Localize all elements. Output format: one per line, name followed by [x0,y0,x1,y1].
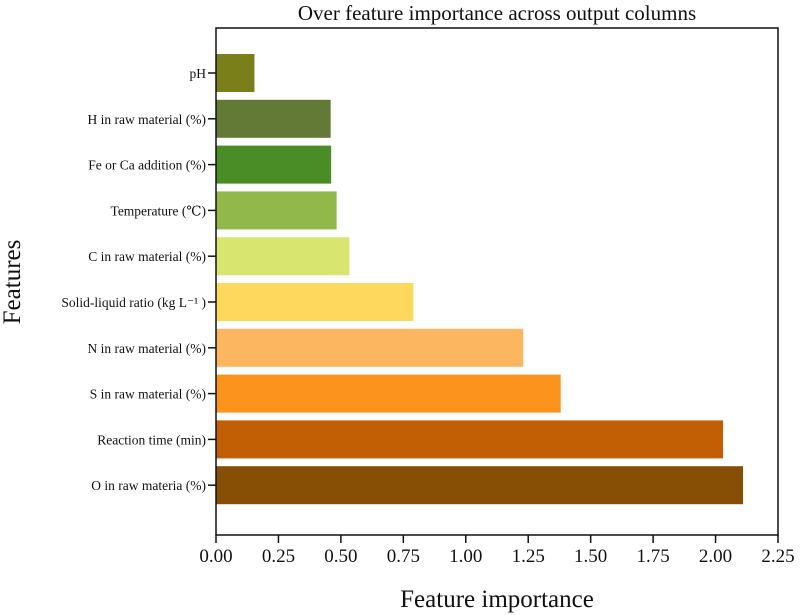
y-tick-label: Solid-liquid ratio (kg L⁻¹ ) [61,295,206,310]
y-tick-label: N in raw material (%) [88,341,206,356]
x-tick-label: 1.00 [449,546,482,567]
bar [216,237,350,276]
y-tick-label: Temperature (℃) [111,203,206,218]
y-tick-label: S in raw material (%) [90,387,206,402]
plot-frame [215,27,779,536]
y-tick-label: Reaction time (min) [97,432,206,447]
bar [216,420,724,459]
y-axis-label: Features [0,240,26,325]
y-tick-label: O in raw materia (%) [91,478,206,493]
bar [216,283,414,321]
chart-title: Over feature importance across output co… [298,1,696,25]
y-tick-label: C in raw material (%) [88,249,206,264]
x-tick-label: 0.50 [324,546,357,567]
y-tick-label: Fe or Ca addition (%) [88,158,206,173]
bar [216,191,337,230]
x-tick-label: 2.25 [761,546,794,567]
bar [216,145,332,184]
x-tick-label: 0.25 [262,546,295,567]
x-tick-label: 1.50 [574,546,607,567]
bar [216,99,331,138]
y-tick-label: pH [190,66,207,81]
bar [216,466,744,505]
x-tick-label: 0.00 [199,546,232,567]
bar [216,328,524,367]
x-tick-label: 1.75 [636,546,669,567]
x-tick-label: 1.25 [512,546,545,567]
y-tick-label: H in raw material (%) [88,112,206,127]
x-tick-label: 2.00 [699,546,732,567]
bar [216,374,561,413]
bar [216,54,255,92]
x-axis-label: Feature importance [400,586,594,613]
x-tick-label: 0.75 [387,546,420,567]
